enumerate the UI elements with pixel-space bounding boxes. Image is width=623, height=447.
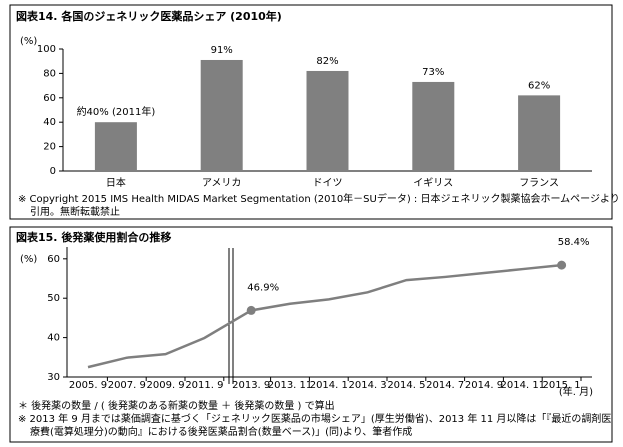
bar-label: 約40% (2011年): [77, 105, 156, 118]
x-tick-label: イギリス: [413, 177, 453, 189]
x-tick-label: 2013. 11: [268, 380, 313, 391]
point-label: 58.4%: [558, 237, 590, 248]
y-tick-label: 0: [50, 166, 56, 177]
y-tick-label: 50: [47, 293, 60, 304]
y-tick-label: 80: [43, 68, 56, 79]
note: ※ Copyright 2015 IMS Health MIDAS Market…: [18, 194, 620, 218]
note: ＊ 後発薬の数量 / ( 後発薬のある新薬の数量 ＋ 後発薬の数量 ) で算出: [18, 401, 335, 412]
point-label: 46.9%: [247, 282, 279, 293]
x-tick-label: 2014. 7: [426, 380, 464, 391]
x-tick-label: アメリカ: [202, 177, 242, 189]
y-tick-label: 40: [47, 333, 60, 344]
bar-label: 82%: [316, 56, 338, 67]
bar-label: 91%: [211, 45, 233, 56]
point: [557, 260, 567, 270]
x-tick-label: 2009. 9: [147, 380, 185, 391]
y-tick-label: 20: [43, 142, 56, 153]
bar-label: 73%: [422, 67, 444, 78]
x-tick-label: 2011. 9: [185, 380, 223, 391]
point: [246, 305, 256, 315]
x-tick-label: 2014. 9: [465, 380, 503, 391]
x-tick-label: 2005. 9: [69, 380, 107, 391]
y-label: (%): [20, 254, 37, 265]
x-tick-label: 2014. 5: [387, 380, 425, 391]
x-tick-label: 2014. 11: [501, 380, 546, 391]
bar: [94, 122, 137, 171]
x-tick-label: 日本: [106, 176, 126, 189]
bar: [200, 59, 243, 172]
frame: [9, 4, 613, 220]
note: ※ 2013 年 9 月までは薬価調査に基づく「ジェネリック医薬品の市場シェア」…: [18, 414, 612, 438]
bar: [412, 81, 455, 171]
x-tick-label: 2014. 1: [310, 380, 348, 391]
x-tick-label: フランス: [519, 177, 559, 189]
x-unit: (年. 月): [559, 385, 593, 398]
chart-title: 図表14. 各国のジェネリック医薬品シェア (2010年): [16, 9, 282, 23]
frame: [9, 226, 613, 443]
chart-title: 図表15. 後発薬使用割合の推移: [16, 230, 171, 244]
line: [87, 263, 562, 369]
x-tick-label: 2014. 3: [349, 380, 387, 391]
y-tick-label: 60: [43, 93, 56, 104]
x-tick-label: 2007. 9: [108, 380, 146, 391]
x-tick-label: 2015. 1: [543, 380, 581, 391]
bar-label: 62%: [528, 80, 550, 91]
bar: [518, 95, 561, 171]
x-tick-label: 2013. 9: [232, 380, 270, 391]
y-tick-label: 100: [37, 44, 56, 55]
y-tick-label: 40: [43, 117, 56, 128]
y-label: (%): [20, 36, 37, 47]
x-tick-label: ドイツ: [313, 178, 343, 189]
y-tick-label: 60: [47, 254, 60, 265]
bar: [306, 70, 349, 171]
y-tick-label: 30: [47, 372, 60, 383]
